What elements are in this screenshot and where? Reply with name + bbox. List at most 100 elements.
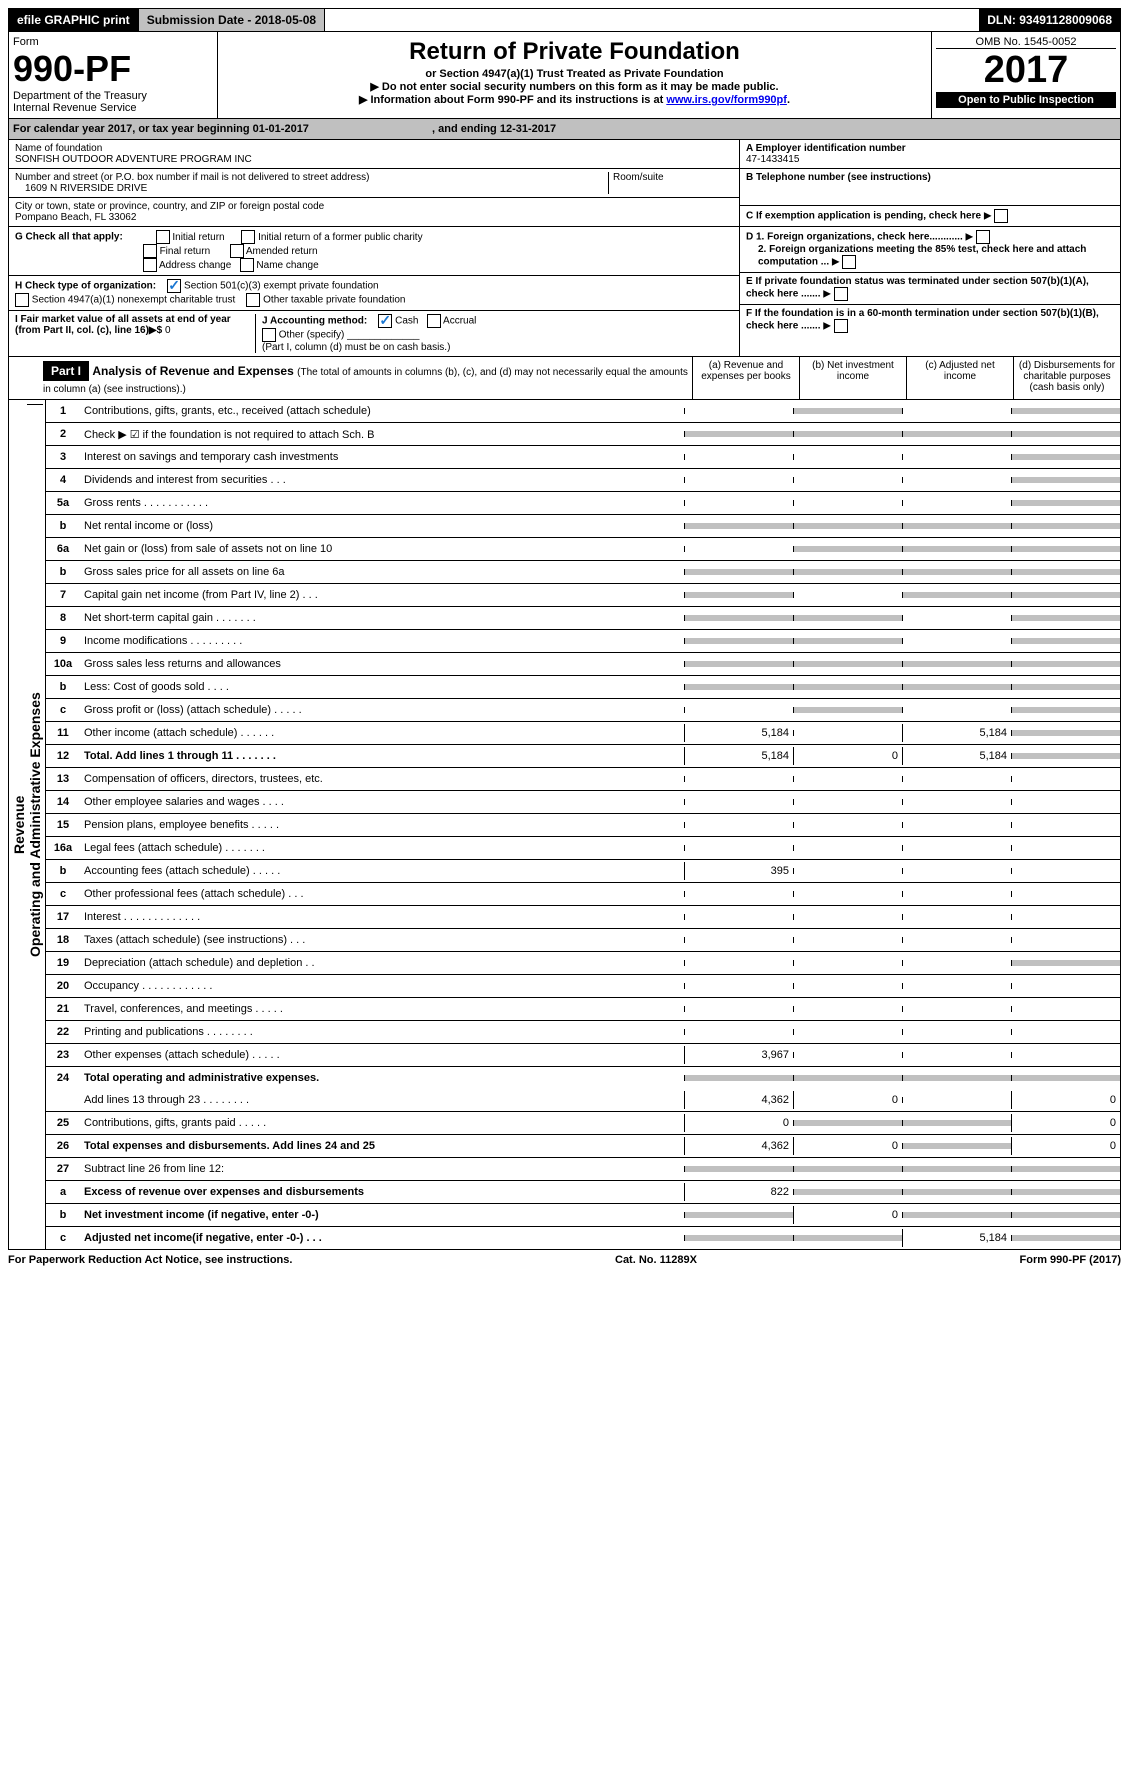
line-24: Total operating and administrative expen… [80,1069,684,1087]
h-opt-3: Other taxable private foundation [263,295,405,306]
d2-label: 2. Foreign organizations meeting the 85%… [758,244,1086,268]
v-27bb: 0 [793,1206,902,1224]
omb-label: OMB No. 1545-0052 [936,36,1116,49]
line-2: Check ▶ ☑ if the foundation is not requi… [80,425,684,444]
d1-checkbox[interactable] [976,230,990,244]
address-change-checkbox[interactable] [143,258,157,272]
name-change-checkbox[interactable] [240,258,254,272]
instructions-link[interactable]: www.irs.gov/form990pf [666,94,787,106]
line-3: Interest on savings and temporary cash i… [80,448,684,466]
cal-mid: , and ending [432,123,500,135]
initial-former-checkbox[interactable] [241,230,255,244]
cal-end: 12-31-2017 [500,123,556,135]
addr-left: Number and street (or P.O. box number if… [15,172,609,194]
name-block: Name of foundation SONFISH OUTDOOR ADVEN… [9,140,739,169]
line-16c: Other professional fees (attach schedule… [80,885,684,903]
info-left: Name of foundation SONFISH OUTDOOR ADVEN… [9,140,739,356]
v-24b: 0 [793,1091,902,1109]
line-21: Travel, conferences, and meetings . . . … [80,1000,684,1018]
part1-title-cell: Part I Analysis of Revenue and Expenses … [39,357,692,399]
submission-date: Submission Date - 2018-05-08 [139,9,325,31]
initial-return-checkbox[interactable] [156,230,170,244]
cal-begin: 01-01-2017 [253,123,309,135]
h-opt-1: Section 501(c)(3) exempt private foundat… [184,281,379,292]
side-labels: Revenue Operating and Administrative Exp… [9,400,46,1249]
f-checkbox[interactable] [834,319,848,333]
footer-right: Form 990-PF (2017) [1020,1254,1121,1266]
4947-checkbox[interactable] [15,293,29,307]
form-word: Form [13,36,213,48]
line-19: Depreciation (attach schedule) and deple… [80,954,684,972]
room-label: Room/suite [609,172,733,194]
line-16b: Accounting fees (attach schedule) . . . … [80,862,684,880]
col-c-header: (c) Adjusted net income [906,357,1013,399]
accrual-checkbox[interactable] [427,314,441,328]
v-27cc: 5,184 [902,1229,1011,1247]
cash-checkbox[interactable] [378,314,392,328]
line-27b: Net investment income (if negative, ente… [80,1206,684,1224]
line-17: Interest . . . . . . . . . . . . . [80,908,684,926]
city-block: City or town, state or province, country… [9,198,739,227]
e-label: E If private foundation status was termi… [746,276,1089,300]
f-block: F If the foundation is in a 60-month ter… [740,305,1120,336]
city-label: City or town, state or province, country… [15,201,733,212]
line-8: Net short-term capital gain . . . . . . … [80,609,684,627]
line-27: Subtract line 26 from line 12: [80,1160,684,1178]
g-opt-0: Initial return [172,232,224,243]
col-b-header: (b) Net investment income [799,357,906,399]
line-5a: Gross rents . . . . . . . . . . . [80,494,684,512]
other-taxable-checkbox[interactable] [246,293,260,307]
form-number: 990-PF [13,48,213,90]
part1-label: Part I [43,361,89,381]
name-label: Name of foundation [15,143,733,154]
j-block: J Accounting method: Cash Accrual Other … [256,314,733,353]
b-label: B Telephone number (see instructions) [746,172,1114,183]
dept-label: Department of the Treasury [13,90,213,102]
h-opt-2: Section 4947(a)(1) nonexempt charitable … [32,295,235,306]
line-25: Contributions, gifts, grants paid . . . … [80,1114,684,1132]
line-9: Income modifications . . . . . . . . . [80,632,684,650]
form-note1: ▶ Do not enter social security numbers o… [222,80,927,93]
irs-label: Internal Revenue Service [13,102,213,114]
j-note: (Part I, column (d) must be on cash basi… [262,342,450,353]
line-23: Other expenses (attach schedule) . . . .… [80,1046,684,1064]
line-24b: Add lines 13 through 23 . . . . . . . . [80,1091,684,1109]
line-20: Occupancy . . . . . . . . . . . . [80,977,684,995]
ij-block: I Fair market value of all assets at end… [9,311,739,356]
e-checkbox[interactable] [834,287,848,301]
final-return-checkbox[interactable] [143,244,157,258]
addr-value: 1609 N RIVERSIDE DRIVE [15,183,608,194]
line-26: Total expenses and disbursements. Add li… [80,1137,684,1155]
line-4: Dividends and interest from securities .… [80,471,684,489]
a-block: A Employer identification number 47-1433… [740,140,1120,169]
v-12b: 0 [793,747,902,765]
form-header: Form 990-PF Department of the Treasury I… [8,32,1121,119]
v-26b: 0 [793,1137,902,1155]
footer: For Paperwork Reduction Act Notice, see … [8,1250,1121,1270]
amended-return-checkbox[interactable] [230,244,244,258]
c-checkbox[interactable] [994,209,1008,223]
v-25a: 0 [684,1114,793,1132]
info-section: Name of foundation SONFISH OUTDOOR ADVEN… [8,140,1121,357]
line-13: Compensation of officers, directors, tru… [80,770,684,788]
g-block: G Check all that apply: Initial return I… [9,227,739,276]
b-block: B Telephone number (see instructions) [740,169,1120,206]
col-a-header: (a) Revenue and expenses per books [692,357,799,399]
line-27c: Adjusted net income(if negative, enter -… [80,1229,684,1247]
v-23a: 3,967 [684,1046,793,1064]
g-opt-4: Amended return [246,246,318,257]
v-26a: 4,362 [684,1137,793,1155]
g-opt-2: Address change [159,260,231,271]
v-12a: 5,184 [684,747,793,765]
other-method-checkbox[interactable] [262,328,276,342]
top-bar: efile GRAPHIC print Submission Date - 20… [8,8,1121,32]
v-11c: 5,184 [902,724,1011,742]
d2-checkbox[interactable] [842,255,856,269]
e-block: E If private foundation status was termi… [740,273,1120,305]
calendar-year-row: For calendar year 2017, or tax year begi… [8,119,1121,140]
501c3-checkbox[interactable] [167,279,181,293]
line-12: Total. Add lines 1 through 11 . . . . . … [80,747,684,765]
g-opt-5: Name change [256,260,318,271]
col-d-header: (d) Disbursements for charitable purpose… [1013,357,1120,399]
i-value: 0 [165,325,171,336]
